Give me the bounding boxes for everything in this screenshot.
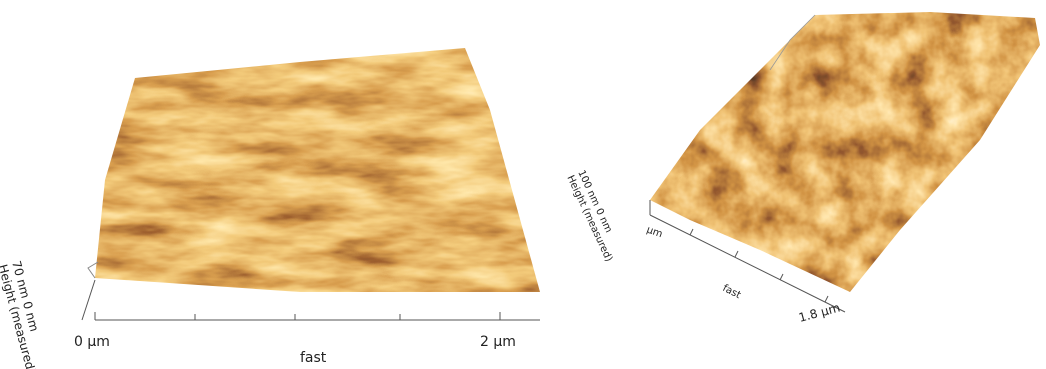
x-axis [649,214,846,313]
edge [87,261,99,279]
afm-surface [95,48,540,292]
height-scale: 70 nm 0 nm Height (measured) [0,259,41,369]
z-axis [81,279,96,321]
x-end-label: 2 µm [480,334,516,350]
axis-label: fast [721,283,743,301]
x-ticks [94,312,501,320]
y-unit: µm [645,224,664,240]
afm-surface [650,12,1040,292]
x-ticks [689,228,829,303]
x-end-label: 1.8 µm [797,300,841,324]
axis-label: fast [300,350,327,366]
x-start-label: 0 µm [74,334,110,350]
height-scale: 100 nm 0 nm Height (measured) [564,169,614,264]
edge [769,14,816,71]
